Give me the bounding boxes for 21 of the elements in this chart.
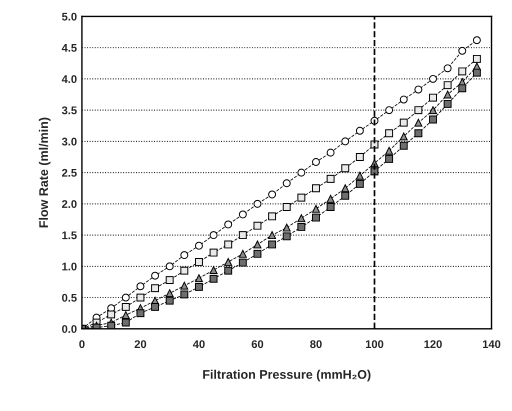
y-tick-label: 5.0 [62,12,77,21]
y-tick-label: 0.0 [62,325,77,333]
x-tick-label: 40 [192,340,205,348]
x-tick-label: 20 [134,340,146,348]
x-tick-label: 120 [424,340,442,348]
y-tick-label: 2.0 [62,200,77,208]
y-tick-label: 2.5 [62,168,77,177]
y-tick-label: 3.5 [62,106,77,114]
x-tick-label: 80 [310,340,322,348]
x-tick-label: 60 [252,340,264,348]
y-tick-label: 4.0 [62,75,77,84]
y-axis-title: Flow Rate (ml/min) [38,118,51,228]
y-tick-label: 3.0 [62,138,77,146]
x-tick-label: 100 [366,340,384,348]
x-tick-label: 0 [79,340,85,348]
y-tick-label: 1.0 [62,262,77,270]
y-tick-label: 4.5 [62,44,77,52]
x-axis-title: Filtration Pressure (mmH₂O) [203,370,370,382]
x-tick-label: 140 [482,340,500,348]
y-tick-label: 0.5 [62,294,77,302]
y-tick-label: 1.5 [62,231,77,240]
